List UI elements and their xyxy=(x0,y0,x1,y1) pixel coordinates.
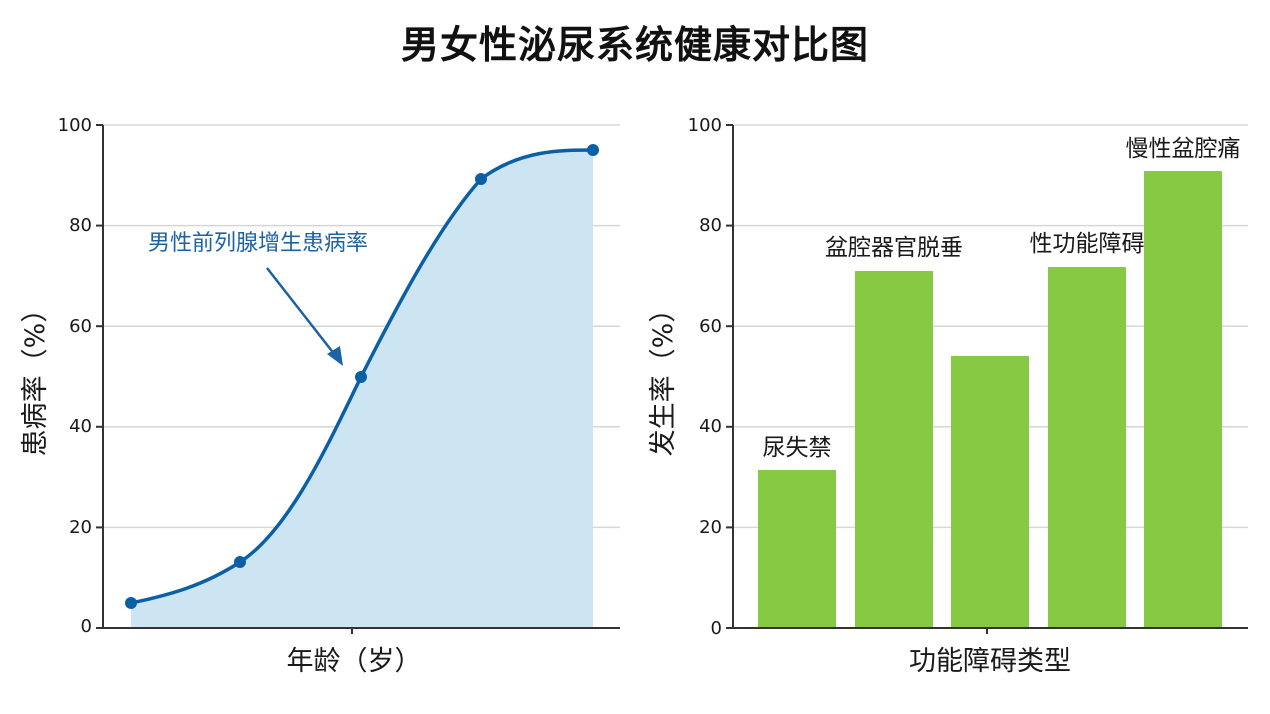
svg-text:100: 100 xyxy=(688,115,722,136)
svg-text:100: 100 xyxy=(58,115,92,136)
svg-text:80: 80 xyxy=(69,215,92,236)
left-axes xyxy=(96,124,620,634)
svg-text:20: 20 xyxy=(699,517,722,538)
left-chart: 0 20 40 60 80 100 患病率（%） 年龄（岁） 男性前列腺增生患病… xyxy=(20,115,620,677)
svg-text:60: 60 xyxy=(69,316,92,337)
bar-label: 性功能障碍 xyxy=(1030,231,1145,257)
left-y-axis-label: 患病率（%） xyxy=(20,296,51,457)
series-annotation: 男性前列腺增生患病率 xyxy=(148,231,368,256)
right-x-axis-label: 功能障碍类型 xyxy=(909,646,1071,677)
svg-text:40: 40 xyxy=(699,416,722,437)
bar-unlabeled xyxy=(951,356,1029,628)
svg-text:0: 0 xyxy=(81,616,92,637)
svg-text:0: 0 xyxy=(711,618,722,639)
data-points xyxy=(125,144,599,609)
svg-text:20: 20 xyxy=(69,517,92,538)
left-yticks: 0 20 40 60 80 100 xyxy=(58,115,92,637)
bar-label: 慢性盆腔痛 xyxy=(1126,136,1241,162)
bar-chronic-pelvic-pain xyxy=(1144,171,1222,628)
right-axes xyxy=(726,124,1248,634)
svg-text:60: 60 xyxy=(699,316,722,337)
area-fill xyxy=(131,150,593,628)
bars xyxy=(758,171,1222,628)
right-chart: 0 20 40 60 80 100 尿失禁 盆腔器官脱垂 性功能障碍 慢性盆腔痛… xyxy=(648,115,1248,677)
page-title: 男女性泌尿系统健康对比图 xyxy=(400,23,869,67)
svg-text:40: 40 xyxy=(69,416,92,437)
bar-labels: 尿失禁 盆腔器官脱垂 性功能障碍 慢性盆腔痛 xyxy=(763,136,1241,461)
bar-urinary-incontinence xyxy=(758,470,836,628)
annotation-arrow-icon xyxy=(266,267,343,366)
right-y-axis-label: 发生率（%） xyxy=(648,296,679,457)
right-yticks: 0 20 40 60 80 100 xyxy=(688,115,722,639)
bar-label: 盆腔器官脱垂 xyxy=(825,235,963,261)
bar-pelvic-organ-prolapse xyxy=(855,271,933,628)
left-x-axis-label: 年龄（岁） xyxy=(287,646,422,677)
svg-text:80: 80 xyxy=(699,215,722,236)
bar-label: 尿失禁 xyxy=(763,435,832,461)
bar-sexual-dysfunction xyxy=(1048,267,1126,628)
